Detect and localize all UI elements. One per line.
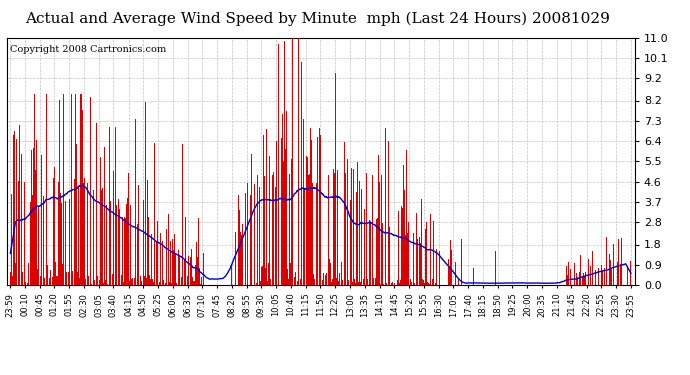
Text: Actual and Average Wind Speed by Minute  mph (Last 24 Hours) 20081029: Actual and Average Wind Speed by Minute … xyxy=(25,11,610,26)
Text: Copyright 2008 Cartronics.com: Copyright 2008 Cartronics.com xyxy=(10,45,166,54)
